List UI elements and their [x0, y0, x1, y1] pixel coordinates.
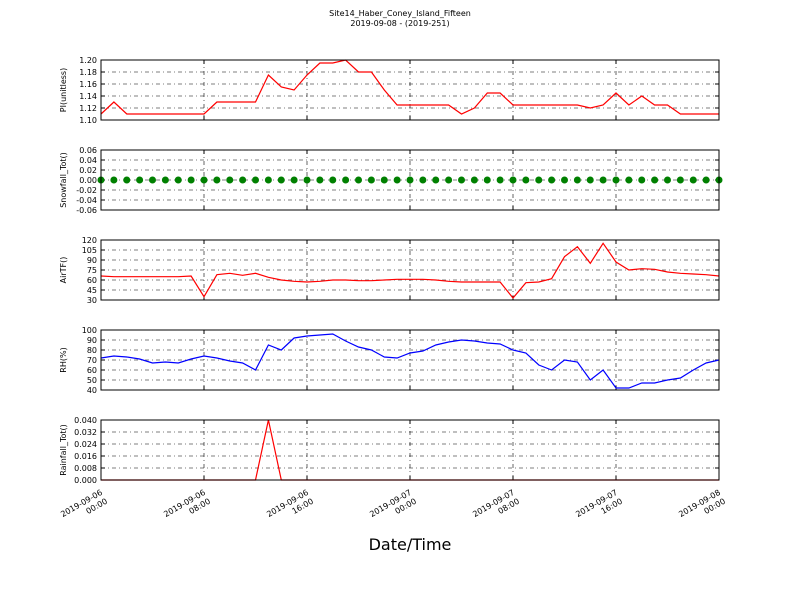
y-tick-label: 0.000	[74, 476, 97, 485]
data-line	[100, 242, 720, 299]
y-tick-label: 0.032	[74, 428, 97, 437]
y-tick-label: 45	[87, 286, 97, 295]
y-tick-label: 0.008	[74, 464, 97, 473]
y-tick-label: 0.04	[79, 156, 97, 165]
y-tick-label: 1.18	[79, 68, 97, 77]
data-point	[252, 176, 259, 184]
data-point	[187, 176, 195, 184]
chart-subtitle: 2019-09-08 - (2019-251)	[350, 19, 449, 28]
data-point	[226, 176, 234, 184]
data-point	[445, 176, 453, 184]
data-point	[548, 176, 556, 184]
data-point	[458, 176, 465, 184]
data-point	[689, 176, 697, 184]
x-axis-label: Date/Time	[369, 535, 452, 554]
data-point	[239, 176, 247, 184]
data-point	[264, 176, 272, 184]
data-point	[123, 176, 131, 184]
y-tick-label: 0.02	[79, 166, 97, 175]
y-tick-label: 70	[87, 356, 97, 365]
y-tick-label: 40	[87, 386, 97, 395]
plot-frame	[100, 239, 720, 301]
y-tick-label: 0.06	[79, 146, 97, 155]
y-axis-label: Rainfall_Tot()	[59, 424, 68, 476]
data-point	[612, 176, 620, 184]
data-point	[419, 176, 427, 184]
y-tick-label: 60	[87, 366, 97, 375]
data-point	[676, 176, 684, 184]
data-point	[161, 176, 169, 184]
data-point	[522, 176, 530, 184]
chart-title: Site14_Haber_Coney_Island_Fifteen	[329, 9, 471, 18]
data-line	[100, 59, 719, 115]
plot-frame	[100, 59, 720, 121]
data-point	[638, 176, 646, 184]
y-tick-label: 60	[87, 276, 97, 285]
y-tick-label: 120	[82, 236, 97, 245]
data-point	[561, 176, 568, 184]
data-point	[651, 176, 659, 184]
data-point	[213, 176, 221, 184]
data-point	[599, 176, 607, 184]
data-point	[586, 176, 594, 184]
data-point	[535, 176, 543, 184]
data-point	[303, 176, 311, 184]
data-point	[149, 176, 156, 184]
data-point	[625, 176, 633, 184]
data-point	[432, 176, 440, 184]
y-axis-label: RH(%)	[59, 347, 68, 372]
data-point	[483, 176, 491, 184]
data-point	[470, 176, 478, 184]
data-point	[496, 176, 504, 184]
y-tick-label: 1.10	[79, 116, 97, 125]
data-point	[573, 176, 581, 184]
data-point	[406, 176, 414, 184]
data-point	[290, 176, 298, 184]
y-tick-label: 1.14	[79, 92, 97, 101]
data-point	[509, 176, 517, 184]
data-point	[367, 176, 375, 184]
data-point	[277, 176, 285, 184]
data-point	[329, 176, 337, 184]
data-point	[136, 176, 144, 184]
y-tick-label: 90	[87, 256, 97, 265]
y-tick-label: 100	[82, 326, 97, 335]
y-tick-label: 0.040	[74, 416, 97, 425]
y-tick-label: -0.02	[76, 186, 97, 195]
data-point	[110, 176, 118, 184]
data-point	[174, 176, 182, 184]
plot-frame	[100, 149, 720, 211]
y-tick-label: 30	[87, 296, 97, 305]
data-point	[342, 176, 350, 184]
data-point	[200, 176, 208, 184]
data-line	[100, 333, 720, 389]
y-axis-label: Snowfall_Tot()	[59, 152, 68, 208]
y-tick-label: -0.04	[76, 196, 97, 205]
data-point	[664, 176, 671, 184]
y-tick-label: 105	[82, 246, 97, 255]
y-tick-label: 80	[87, 346, 97, 355]
y-tick-label: 50	[87, 376, 97, 385]
plot-frame	[100, 329, 720, 391]
y-tick-label: 0.024	[74, 440, 97, 449]
data-point	[355, 176, 362, 184]
data-point	[393, 176, 401, 184]
y-axis-label: PI(unitless)	[59, 68, 68, 112]
y-axis-label: AirTF()	[59, 257, 68, 284]
y-tick-label: -0.06	[76, 206, 97, 215]
y-tick-label: 0.00	[79, 176, 97, 185]
y-tick-label: 1.20	[79, 56, 97, 65]
y-tick-label: 0.016	[74, 452, 97, 461]
data-point	[702, 176, 710, 184]
y-tick-label: 90	[87, 336, 97, 345]
y-tick-label: 1.16	[79, 80, 97, 89]
y-tick-label: 75	[87, 266, 97, 275]
y-tick-label: 1.12	[79, 104, 97, 113]
data-point	[380, 176, 388, 184]
data-point	[316, 176, 324, 184]
plot-frame	[100, 419, 720, 481]
